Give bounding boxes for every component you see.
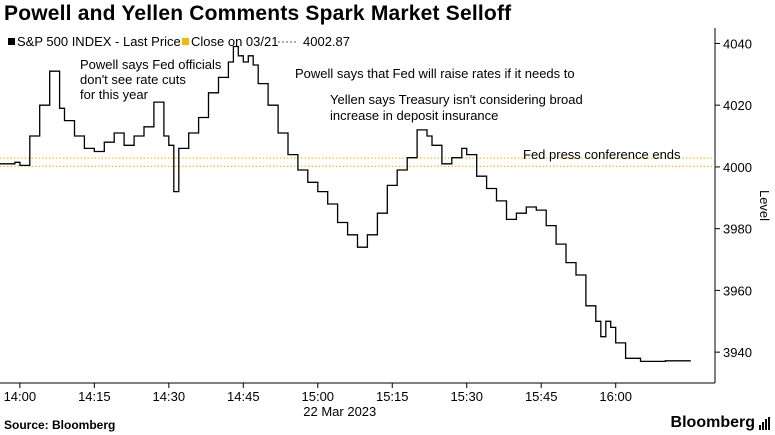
x-tick-label: 14:45	[227, 389, 260, 404]
annotation-powell-rate-cuts: don't see rate cuts	[80, 72, 186, 87]
x-tick-label: 14:30	[153, 389, 186, 404]
legend-swatch-close	[182, 38, 189, 45]
y-tick-label: 3980	[723, 222, 752, 237]
y-tick-label: 4020	[723, 98, 752, 113]
x-tick-label: 15:15	[376, 389, 409, 404]
legend-label-close: Close on 03/21	[191, 34, 278, 49]
x-tick-label: 14:00	[4, 389, 37, 404]
legend-bg	[3, 38, 178, 52]
y-tick-label: 4040	[723, 36, 752, 51]
annotation-powell-raise-rates: Powell says that Fed will raise rates if…	[295, 66, 575, 81]
x-axis-label: 22 Mar 2023	[303, 404, 376, 418]
y-axis-label: Level	[757, 190, 772, 221]
x-tick-label: 15:30	[450, 389, 483, 404]
x-tick-label: 16:00	[599, 389, 632, 404]
annotation-powell-rate-cuts: Powell says Fed officials	[80, 57, 222, 72]
annotation-yellen-line1: Yellen says Treasury isn't considering b…	[330, 92, 583, 107]
y-tick-label: 4000	[723, 160, 752, 175]
legend-close-value: 4002.87	[303, 34, 350, 49]
chart-title: Powell and Yellen Comments Spark Market …	[4, 2, 512, 25]
bloomberg-logo-text: Bloomberg	[670, 414, 755, 431]
series-line	[0, 45, 691, 363]
x-tick-label: 14:15	[78, 389, 111, 404]
legend-label-price: S&P 500 INDEX - Last Price	[17, 34, 181, 49]
y-tick-label: 3960	[723, 283, 752, 298]
x-tick-label: 15:45	[525, 389, 558, 404]
annotation-fed-press-conference: Fed press conference ends	[523, 147, 681, 162]
bloomberg-bars-icon	[759, 417, 770, 430]
legend-swatch-price	[8, 38, 15, 45]
chart-svg: 3940 3960 3980 4000 4020 4040 14:00 14:15 14:30 1…	[0, 28, 772, 418]
y-tick-label: 3940	[723, 345, 752, 360]
annotation-yellen-line2: increase in deposit insurance	[330, 108, 498, 123]
x-tick-label: 15:00	[302, 389, 335, 404]
source-label: Source: Bloomberg	[4, 418, 116, 432]
annotation-powell-rate-cuts: for this year	[80, 87, 149, 102]
